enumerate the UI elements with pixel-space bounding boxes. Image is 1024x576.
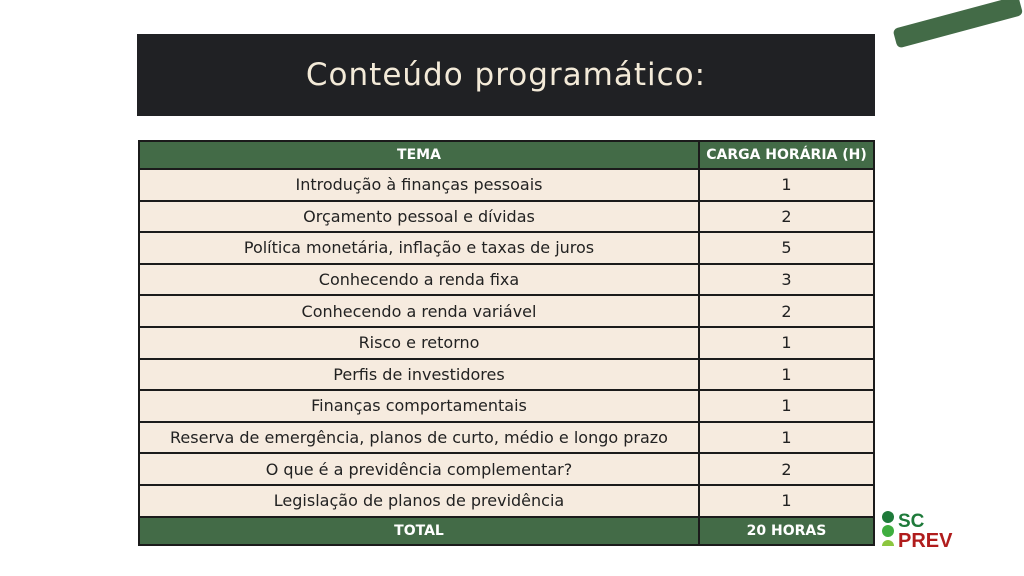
tema-cell: Perfis de investidores (138, 357, 700, 392)
hours-cell: 2 (698, 452, 875, 486)
tema-cell: Conhecendo a renda fixa (138, 262, 700, 297)
header-tema: TEMA (138, 140, 700, 170)
table-row: Risco e retorno 1 (138, 325, 875, 360)
hours-cell: 1 (698, 357, 875, 392)
svg-text:PREV: PREV (898, 530, 953, 550)
hours-cell: 1 (698, 325, 875, 360)
hours-cell: 1 (698, 389, 875, 423)
hours-cell: 1 (698, 168, 875, 202)
tema-cell: Introdução à finanças pessoais (138, 168, 700, 202)
scprev-logo: SC PREV (882, 511, 953, 550)
hours-cell: 1 (698, 483, 875, 518)
program-table: TEMA CARGA HORÁRIA (H) Introdução à fina… (138, 140, 875, 546)
hours-cell: 3 (698, 262, 875, 297)
header-carga: CARGA HORÁRIA (H) (698, 140, 875, 170)
svg-text:SC: SC (898, 511, 925, 532)
total-value: 20 HORAS (698, 515, 875, 546)
table-row: Política monetária, inflação e taxas de … (138, 231, 875, 265)
table-row: Conhecendo a renda fixa 3 (138, 262, 875, 297)
tema-cell: Política monetária, inflação e taxas de … (138, 231, 700, 265)
table-row: Conhecendo a renda variável 2 (138, 294, 875, 328)
hours-cell: 2 (698, 294, 875, 328)
table-row: Introdução à finanças pessoais 1 (138, 168, 875, 202)
title-bar: Conteúdo programático: (137, 34, 875, 116)
hours-cell: 1 (698, 420, 875, 455)
table-row: Legislação de planos de previdência 1 (138, 483, 875, 518)
tema-cell: Conhecendo a renda variável (138, 294, 700, 328)
table-row: Reserva de emergência, planos de curto, … (138, 420, 875, 455)
tema-cell: Finanças comportamentais (138, 389, 700, 423)
tema-cell: Reserva de emergência, planos de curto, … (138, 420, 700, 455)
hours-cell: 5 (698, 231, 875, 265)
tema-cell: Legislação de planos de previdência (138, 483, 700, 518)
total-label: TOTAL (138, 515, 700, 546)
tema-cell: Orçamento pessoal e dívidas (138, 199, 700, 234)
table-row: O que é a previdência complementar? 2 (138, 452, 875, 486)
table-row: Finanças comportamentais 1 (138, 389, 875, 423)
table-row: Orçamento pessoal e dívidas 2 (138, 199, 875, 234)
hours-cell: 2 (698, 199, 875, 234)
total-row: TOTAL 20 HORAS (138, 515, 875, 546)
page-title: Conteúdo programático: (305, 57, 707, 93)
tema-cell: O que é a previdência complementar? (138, 452, 700, 486)
sunburst-decoration (893, 0, 1023, 48)
table-row: Perfis de investidores 1 (138, 357, 875, 392)
tema-cell: Risco e retorno (138, 325, 700, 360)
